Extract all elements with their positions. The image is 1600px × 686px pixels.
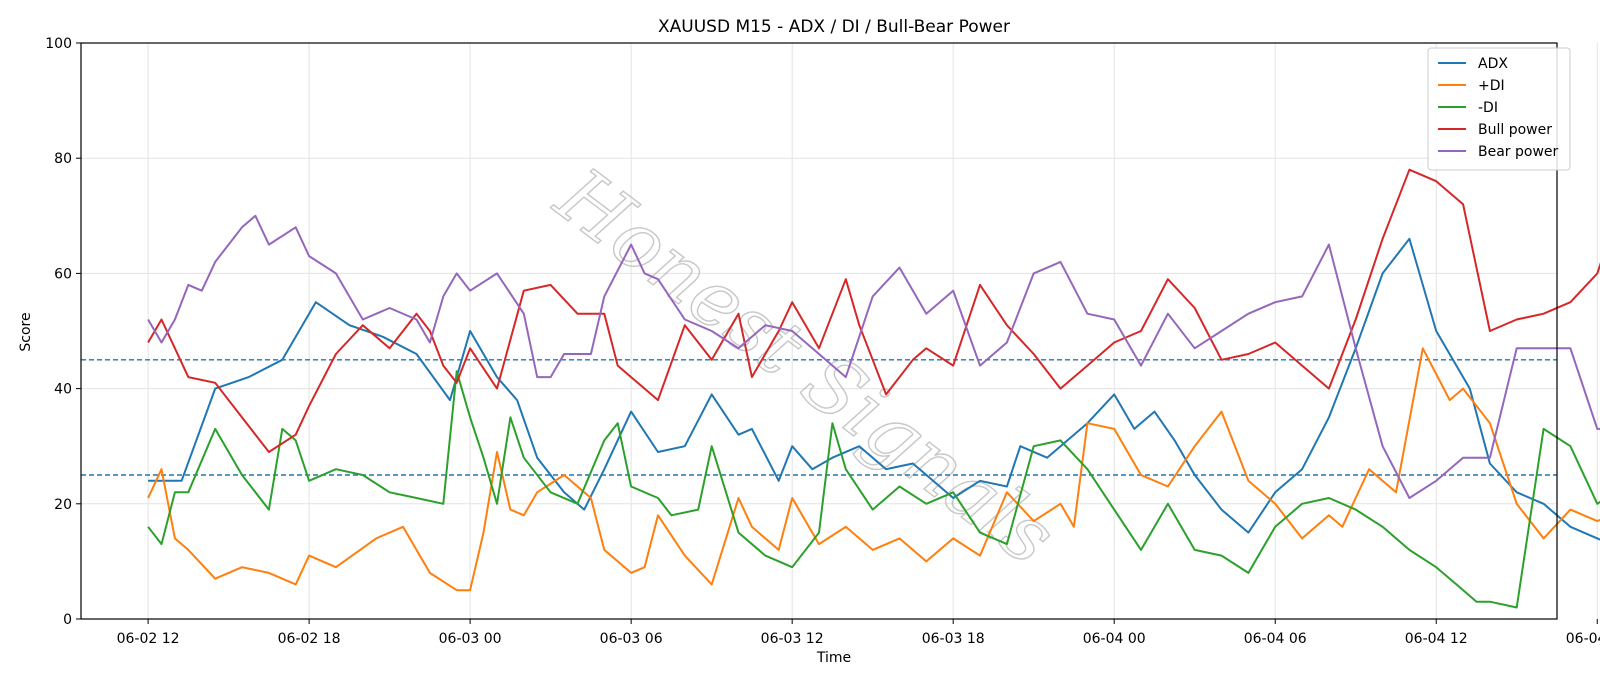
- series-layer: [147, 168, 1600, 609]
- legend-label: ADX: [1478, 56, 1508, 72]
- x-tick-label: 06-03 18: [922, 631, 985, 647]
- x-tick-label: 06-02 12: [117, 631, 180, 647]
- y-tick-label: 40: [54, 382, 72, 398]
- legend-label: -DI: [1478, 100, 1498, 116]
- x-tick-label: 06-03 12: [761, 631, 824, 647]
- y-tick-label: 0: [63, 612, 72, 628]
- legend-label: Bear power: [1478, 144, 1559, 160]
- x-tick-label: 06-03 00: [439, 631, 502, 647]
- plot-frame: [80, 42, 1558, 620]
- y-tick-label: 100: [45, 36, 72, 52]
- x-tick-label: 06-03 06: [600, 631, 663, 647]
- legend-label: Bull power: [1478, 122, 1552, 138]
- legend: ADX +DI -DI Bull power Bear power: [1427, 47, 1571, 171]
- y-tick-label: 80: [54, 151, 72, 167]
- x-tick-label: 06-04 12: [1405, 631, 1468, 647]
- y-axis-label: Score: [18, 312, 34, 351]
- series-line-adx: [148, 237, 1600, 541]
- x-tick-label: 06-04 18: [1566, 631, 1600, 647]
- x-axis-label: Time: [816, 650, 851, 666]
- series-line-bear-power: [147, 214, 1600, 499]
- x-tick-label: 06-02 18: [278, 631, 341, 647]
- chart-title: XAUUSD M15 - ADX / DI / Bull-Bear Power: [658, 17, 1010, 37]
- threshold-lines: [81, 359, 1557, 476]
- axis-ticks: 0 20 40 60 80 100 06-02 12 06-02 18 06-03 00 06-0…: [45, 36, 1600, 647]
- x-tick-label: 06-04 06: [1244, 631, 1307, 647]
- y-tick-label: 60: [54, 266, 72, 282]
- x-tick-label: 06-04 00: [1083, 631, 1146, 647]
- y-tick-label: 20: [54, 497, 72, 513]
- series-line-di: [147, 347, 1600, 592]
- series-line-bull-power: [147, 168, 1600, 453]
- series-line-di: [147, 370, 1600, 609]
- legend-box: [1427, 47, 1571, 171]
- legend-label: +DI: [1478, 78, 1505, 94]
